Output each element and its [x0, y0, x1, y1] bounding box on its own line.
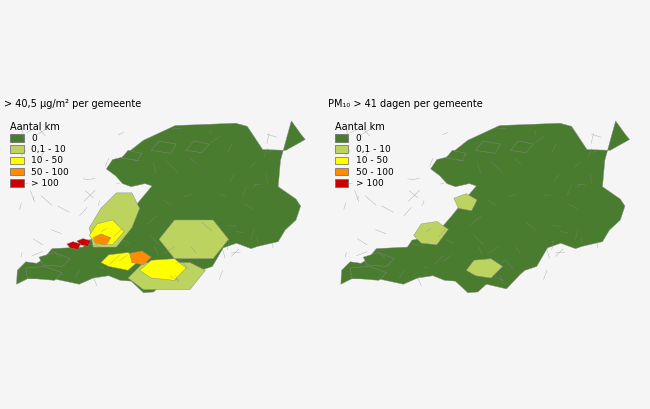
- Polygon shape: [446, 151, 466, 160]
- Polygon shape: [129, 251, 151, 265]
- Polygon shape: [101, 252, 140, 270]
- Polygon shape: [466, 258, 502, 278]
- Polygon shape: [93, 234, 111, 245]
- Polygon shape: [16, 121, 305, 293]
- Polygon shape: [89, 193, 140, 247]
- Polygon shape: [39, 252, 70, 266]
- Polygon shape: [26, 266, 62, 280]
- Polygon shape: [476, 141, 501, 153]
- Polygon shape: [67, 242, 81, 249]
- Polygon shape: [363, 252, 395, 266]
- Polygon shape: [151, 141, 176, 153]
- Polygon shape: [413, 222, 448, 245]
- Polygon shape: [140, 258, 186, 280]
- Text: PM₁₀ > 41 dagen per gemeente: PM₁₀ > 41 dagen per gemeente: [328, 99, 483, 110]
- Polygon shape: [510, 141, 534, 153]
- Polygon shape: [128, 263, 205, 290]
- Polygon shape: [77, 238, 91, 246]
- Polygon shape: [341, 121, 630, 293]
- Legend: 0, 0,1 - 10, 10 - 50, 50 - 100, > 100: 0, 0,1 - 10, 10 - 50, 50 - 100, > 100: [8, 120, 71, 190]
- Polygon shape: [159, 220, 229, 258]
- Polygon shape: [89, 220, 124, 245]
- Polygon shape: [122, 151, 142, 160]
- Text: > 40,5 μg/m² per gemeente: > 40,5 μg/m² per gemeente: [4, 99, 142, 110]
- Polygon shape: [454, 194, 477, 211]
- Legend: 0, 0,1 - 10, 10 - 50, 50 - 100, > 100: 0, 0,1 - 10, 10 - 50, 50 - 100, > 100: [333, 120, 395, 190]
- Polygon shape: [350, 266, 387, 280]
- Polygon shape: [186, 141, 209, 153]
